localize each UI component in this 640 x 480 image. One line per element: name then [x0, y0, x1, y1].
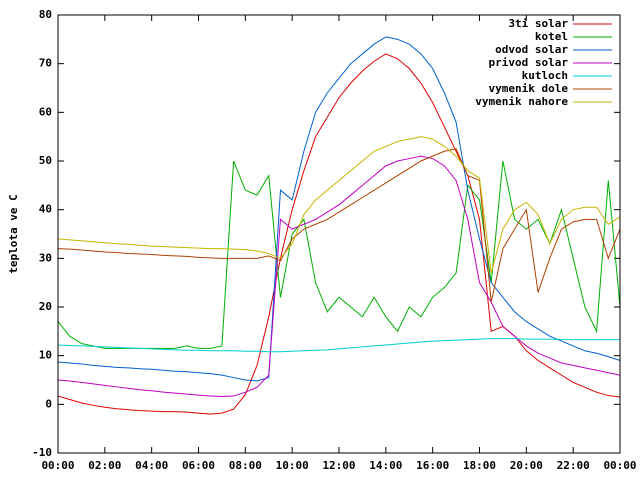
- y-tick-label: 50: [39, 154, 52, 167]
- x-tick-label: 00:00: [41, 459, 74, 472]
- x-tick-label: 02:00: [88, 459, 121, 472]
- y-tick-label: 0: [45, 397, 52, 410]
- x-tick-label: 14:00: [369, 459, 402, 472]
- legend-label: privod solar: [489, 56, 569, 69]
- y-tick-label: -10: [32, 446, 52, 459]
- x-tick-label: 16:00: [416, 459, 449, 472]
- y-tick-label: 70: [39, 57, 52, 70]
- y-tick-label: 80: [39, 8, 52, 21]
- legend-label: kotel: [535, 30, 568, 43]
- series-line: [57, 136, 621, 274]
- x-tick-label: 08:00: [229, 459, 262, 472]
- series-line: [57, 53, 621, 415]
- legend-label: kutloch: [522, 69, 568, 82]
- series-line: [57, 148, 621, 303]
- series-line: [57, 338, 620, 353]
- y-axis-label: teplota ve C: [7, 194, 20, 273]
- series-line: [57, 155, 621, 398]
- x-tick-label: 10:00: [276, 459, 309, 472]
- legend-label: vymenik nahore: [475, 95, 568, 108]
- x-tick-label: 18:00: [463, 459, 496, 472]
- y-tick-label: 20: [39, 300, 52, 313]
- legend-label: vymenik dole: [489, 82, 569, 95]
- y-tick-label: 10: [39, 349, 52, 362]
- y-tick-label: 60: [39, 105, 52, 118]
- y-tick-label: 30: [39, 251, 52, 264]
- x-tick-label: 22:00: [557, 459, 590, 472]
- legend-label: odvod solar: [495, 43, 568, 56]
- legend-label: 3ti solar: [508, 17, 568, 30]
- x-tick-label: 00:00: [603, 459, 636, 472]
- y-tick-label: 40: [39, 203, 52, 216]
- x-tick-label: 12:00: [322, 459, 355, 472]
- plot-border: [57, 14, 621, 454]
- x-tick-label: 04:00: [135, 459, 168, 472]
- series-line: [57, 36, 621, 382]
- x-tick-label: 06:00: [182, 459, 215, 472]
- x-tick-label: 20:00: [510, 459, 543, 472]
